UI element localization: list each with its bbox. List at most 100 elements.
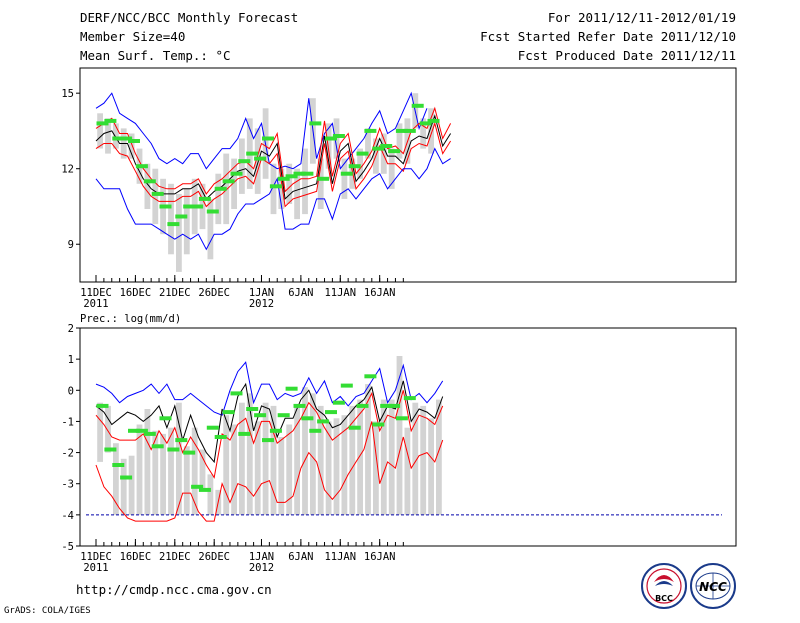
y-tick-label: 12	[61, 164, 74, 176]
spread-box	[341, 415, 348, 515]
spread-box	[294, 405, 300, 515]
spread-box	[325, 421, 332, 515]
spread-box	[278, 437, 285, 515]
spread-box	[152, 430, 159, 515]
y-tick-label: -1	[61, 416, 74, 428]
spread-box	[207, 198, 214, 260]
spread-box	[254, 421, 261, 515]
forecast-period: For 2011/12/11-2012/01/19	[548, 10, 736, 25]
observation-marker	[285, 386, 298, 391]
spread-box	[215, 173, 222, 225]
spread-box	[136, 424, 143, 515]
observation-marker	[175, 438, 188, 443]
spread-box	[333, 418, 340, 515]
spread-box	[105, 405, 111, 453]
spread-box	[152, 168, 159, 225]
spread-box	[223, 415, 230, 515]
x-tick-label: 16JAN	[364, 287, 396, 299]
observation-marker	[395, 128, 408, 133]
x-tick-label: 1JAN	[249, 551, 274, 563]
observation-marker	[254, 156, 267, 161]
observation-marker	[262, 136, 274, 141]
observation-marker	[340, 171, 353, 176]
y-tick-label: 0	[68, 385, 74, 397]
precip-lines	[95, 361, 444, 522]
observation-marker	[183, 450, 196, 455]
precip-markers	[96, 374, 416, 492]
observation-marker	[254, 413, 267, 418]
spread-box	[262, 402, 269, 515]
observation-marker	[293, 403, 306, 408]
ncc-logo-text: NCC	[699, 580, 727, 594]
observation-marker	[380, 144, 393, 148]
spread-box	[105, 118, 111, 154]
spread-box	[396, 123, 403, 159]
observation-marker	[356, 403, 369, 408]
x-tick-year: 2011	[83, 298, 108, 310]
y-tick-label: 1	[68, 354, 74, 366]
x-tick-label: 21DEC	[159, 287, 191, 299]
observation-marker	[403, 396, 416, 401]
observation-marker	[135, 428, 148, 433]
observation-marker	[419, 121, 432, 126]
grads-credit: GrADS: COLA/IGES	[4, 606, 91, 616]
observation-marker	[238, 431, 251, 436]
temperature-markers	[96, 103, 440, 227]
spread-box	[231, 158, 237, 209]
spread-box	[97, 113, 103, 149]
observation-marker	[151, 444, 164, 449]
y-tick-label: -2	[61, 448, 74, 460]
member-size: Member Size=40	[80, 29, 185, 44]
observation-marker	[222, 410, 235, 415]
observation-marker	[128, 139, 140, 143]
spread-box	[183, 446, 190, 515]
series-line-mean	[95, 114, 452, 200]
observation-marker	[348, 425, 361, 430]
spread-box	[246, 393, 253, 515]
spread-box	[120, 458, 127, 515]
spread-box	[191, 427, 198, 515]
observation-marker	[348, 164, 361, 169]
temperature-plot-frame	[79, 67, 737, 283]
spread-box	[286, 424, 293, 515]
spread-box	[302, 148, 308, 215]
observation-marker	[206, 425, 219, 430]
x-tick-label: 16JAN	[364, 551, 396, 563]
observation-marker	[388, 403, 401, 408]
spread-box	[325, 123, 332, 169]
observation-marker	[230, 171, 243, 176]
spread-box	[176, 193, 182, 272]
observation-marker	[246, 151, 259, 156]
precip-plot-frame	[79, 327, 737, 547]
spread-box	[357, 399, 363, 515]
spread-box	[357, 148, 363, 179]
source-url[interactable]: http://cmdp.ncc.cma.gov.cn	[76, 582, 272, 597]
observation-marker	[325, 136, 337, 141]
x-tick-label: 11JAN	[324, 551, 356, 563]
observation-marker	[198, 196, 211, 201]
spread-box	[199, 449, 206, 490]
observation-marker	[112, 463, 125, 467]
observation-marker	[411, 103, 424, 108]
observation-marker	[427, 118, 440, 123]
observation-marker	[206, 209, 219, 214]
precip-boxes	[97, 356, 442, 515]
spread-box	[113, 123, 119, 149]
spread-box	[373, 421, 379, 515]
observation-marker	[238, 159, 251, 164]
observation-marker	[151, 191, 164, 196]
observation-marker	[332, 134, 345, 138]
spread-box	[380, 399, 387, 515]
spread-box	[365, 128, 371, 159]
observation-marker	[120, 136, 133, 141]
observation-marker	[395, 416, 408, 421]
spread-box	[349, 405, 356, 515]
observation-marker	[230, 391, 243, 396]
series-line-red-upper	[95, 390, 444, 479]
observation-marker	[269, 184, 282, 189]
observation-marker	[340, 383, 353, 388]
y-tick-label: -5	[61, 541, 74, 553]
y-tick-label: -3	[61, 479, 74, 491]
series-line-red-lower	[95, 421, 444, 522]
